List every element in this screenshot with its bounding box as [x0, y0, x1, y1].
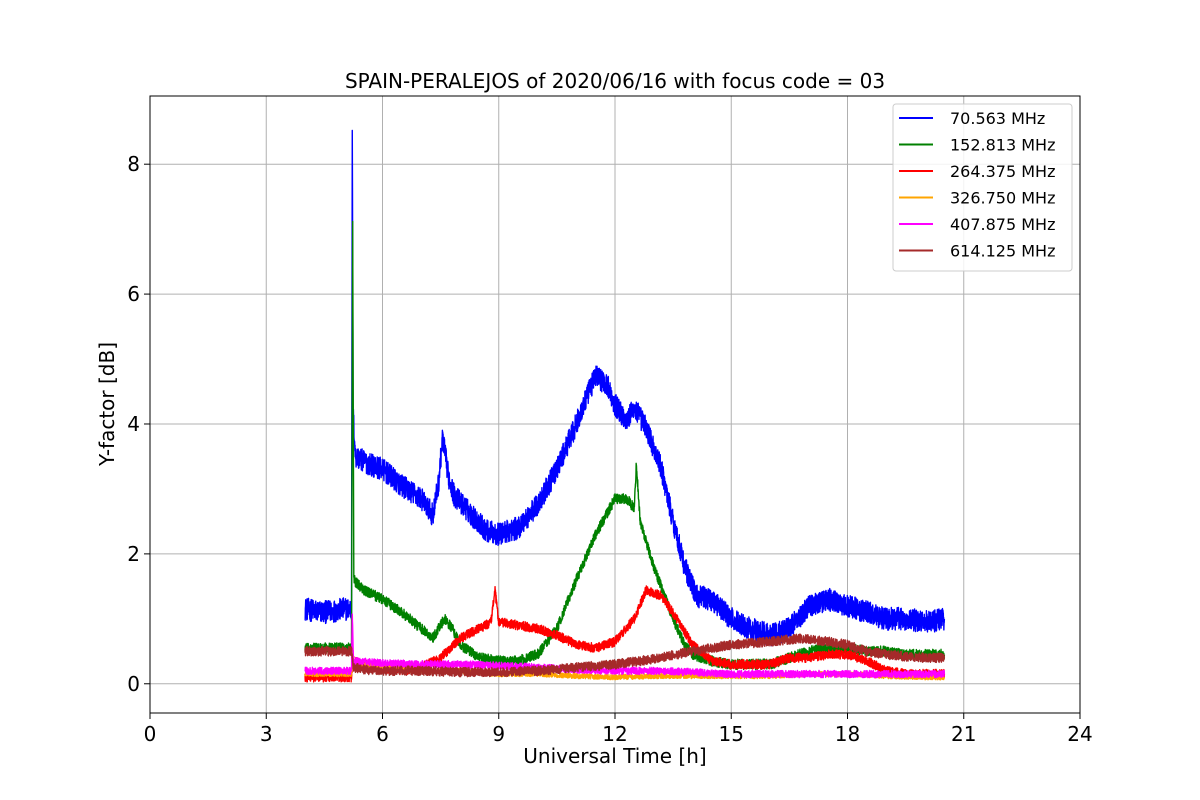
y-tick-label: 2 — [127, 542, 140, 566]
legend-box — [892, 103, 1073, 272]
chart-title: SPAIN-PERALEJOS of 2020/06/16 with focus… — [345, 69, 885, 93]
x-tick-label: 0 — [144, 722, 157, 746]
x-tick-label: 12 — [602, 722, 627, 746]
series-line-4 — [304, 613, 946, 679]
legend: 70.563 MHz 152.813 MHz 264.375 MHz 326.750 … — [892, 103, 1073, 272]
x-tick-label: 15 — [719, 722, 744, 746]
x-tick-label: 18 — [835, 722, 860, 746]
x-axis-label: Universal Time [h] — [523, 744, 706, 768]
series-line-5 — [304, 633, 946, 678]
x-tick-label: 9 — [492, 722, 505, 746]
legend-label: 264.375 MHz — [950, 162, 1055, 181]
y-tick-label: 0 — [127, 672, 140, 696]
legend-label: 326.750 MHz — [950, 189, 1055, 208]
series-line-0 — [304, 129, 946, 647]
y-tick-label: 6 — [127, 282, 140, 306]
series-layer — [304, 129, 946, 683]
series-line-1 — [304, 220, 946, 671]
x-tick-label: 6 — [376, 722, 389, 746]
y-tick-label: 8 — [127, 152, 140, 176]
x-tick-label: 24 — [1067, 722, 1092, 746]
x-tick-label: 3 — [260, 722, 273, 746]
legend-label: 152.813 MHz — [950, 136, 1055, 155]
y-tick-label: 4 — [127, 412, 140, 436]
x-tick-label: 21 — [951, 722, 976, 746]
legend-label: 70.563 MHz — [950, 109, 1045, 128]
legend-label: 614.125 MHz — [950, 242, 1055, 261]
legend-label: 407.875 MHz — [950, 215, 1055, 234]
y-axis-label: Y-factor [dB] — [95, 342, 119, 467]
